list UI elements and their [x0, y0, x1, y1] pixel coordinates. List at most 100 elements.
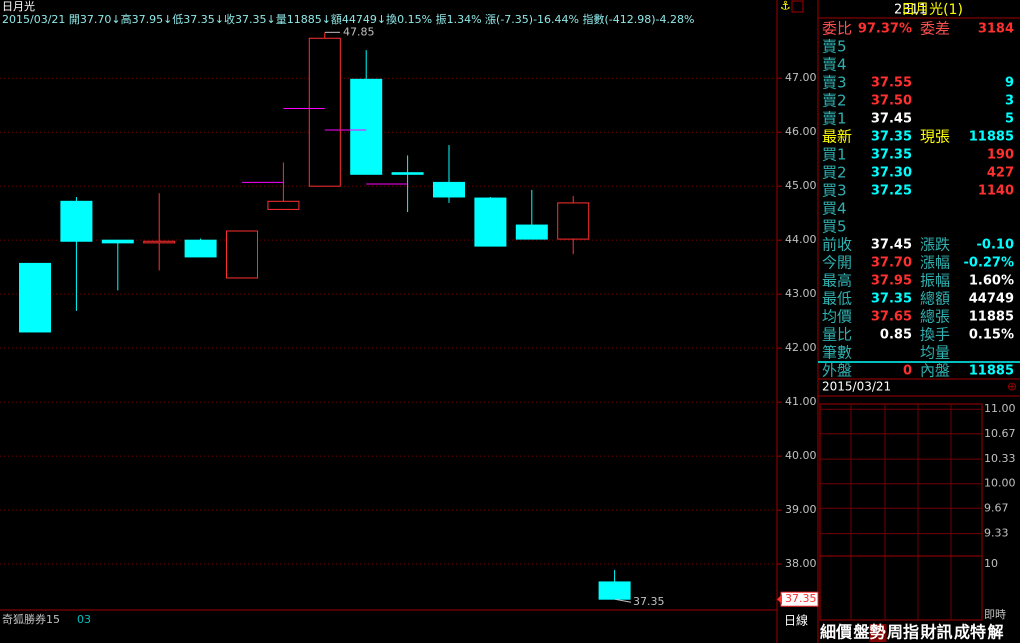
mini-tick-label: 9.67 [984, 501, 1009, 514]
low-label: 37.35 [633, 595, 665, 608]
row-value: 1140 [978, 184, 1014, 199]
row-label: 現張 [920, 128, 950, 146]
row-label: 賣5 [822, 38, 847, 56]
row-label: 賣4 [822, 56, 847, 74]
row-label: 賣1 [822, 110, 847, 128]
row-value: 5 [1005, 112, 1014, 127]
row-label: 總張 [920, 308, 950, 326]
window-button[interactable] [791, 0, 804, 13]
row-value: 37.35 [871, 148, 912, 163]
y-tick-label: 44.00 [785, 233, 817, 246]
mini-chart-frame [819, 403, 983, 621]
mini-tick-label: 10.33 [984, 452, 1016, 465]
tab[interactable]: 解 [988, 623, 1004, 642]
y-tick-label: 45.00 [785, 179, 817, 192]
row-label: 買5 [822, 218, 847, 236]
row-value: 9 [1005, 76, 1014, 91]
row-value: 11885 [969, 364, 1014, 379]
row-label: 買2 [822, 164, 847, 182]
row-label: 買1 [822, 146, 847, 164]
row-value: 11885 [969, 130, 1014, 145]
row-label: 筆數 [822, 344, 852, 362]
row-value: 37.55 [871, 76, 912, 91]
row-label: 外盤 [822, 362, 852, 380]
candle-body [350, 78, 383, 175]
row-value: 37.65 [871, 310, 912, 325]
row-label: 委差 [920, 20, 950, 38]
period-label[interactable]: 日線 [784, 613, 808, 628]
row-label: 前收 [822, 236, 852, 254]
row-value: 37.35 [871, 130, 912, 145]
panel-name: 日月光(1) [901, 2, 963, 18]
row-label: 振幅 [920, 272, 950, 290]
row-value: 37.30 [871, 166, 912, 181]
row-value: 3184 [978, 22, 1014, 37]
candle-body [267, 200, 300, 210]
candle-body [19, 262, 51, 333]
row-value: 3 [1005, 94, 1014, 109]
row-label: 量比 [822, 326, 852, 344]
mini-tick-label: 10.00 [984, 477, 1016, 490]
row-label: 均量 [920, 344, 950, 362]
panel-code: 2311 [894, 3, 927, 18]
tab[interactable]: 財訊 [921, 623, 953, 642]
mini-date: 2015/03/21 [822, 380, 891, 394]
row-label: 最高 [822, 272, 852, 290]
row-value: 44749 [969, 292, 1014, 307]
candle-body [308, 37, 341, 187]
quote-info: 2015/03/21 開37.70↓高37.95↓低37.35↓收37.35↓量… [2, 12, 694, 26]
row-value: 0 [903, 364, 912, 379]
candle-body [60, 200, 93, 242]
row-value: 37.70 [871, 256, 912, 271]
row-value: 11885 [969, 310, 1014, 325]
high-label: 47.85 [343, 25, 375, 38]
row-label: 最低 [822, 290, 852, 308]
row-label: 漲幅 [920, 254, 950, 272]
row-value: 427 [987, 166, 1014, 181]
mini-tick-label: 10.67 [984, 427, 1016, 440]
tab[interactable]: 周指 [887, 623, 919, 642]
candle-body [101, 239, 134, 244]
row-value: 37.95 [871, 274, 912, 289]
mini-mode[interactable]: 即時 [984, 608, 1006, 621]
y-tick-label: 43.00 [785, 287, 817, 300]
row-label: 總額 [920, 290, 950, 308]
month-label: 03 [77, 613, 91, 626]
tab[interactable]: 成特 [954, 623, 986, 642]
candle-body [474, 197, 507, 247]
candle-body [143, 240, 176, 244]
row-value: 97.37% [858, 22, 912, 37]
row-value: 190 [987, 148, 1014, 163]
row-label: 換手 [920, 326, 950, 344]
row-label: 漲跌 [920, 236, 950, 254]
mini-tick-label: 9.33 [984, 527, 1009, 540]
row-label: 買3 [822, 182, 847, 200]
row-label: 賣2 [822, 92, 847, 110]
y-tick-label: 42.00 [785, 341, 817, 354]
row-label: 均價 [822, 308, 852, 326]
crosshair-icon[interactable]: ⊕ [1007, 380, 1017, 394]
anchor-icon[interactable]: ⚓ [780, 0, 791, 13]
row-value: 0.15% [969, 328, 1014, 343]
row-value: -0.10 [977, 238, 1014, 253]
candle-body [391, 172, 424, 175]
candle-body [598, 581, 631, 600]
row-value: 37.45 [871, 238, 912, 253]
row-value: 37.50 [871, 94, 912, 109]
row-label: 委比 [822, 20, 852, 38]
last-price-arrow [777, 594, 782, 605]
candle-body [515, 224, 548, 240]
last-price-label: 37.35 [785, 592, 817, 605]
tab[interactable]: 盤勢 [854, 623, 886, 642]
row-value: 1.60% [969, 274, 1014, 289]
row-label: 買4 [822, 200, 847, 218]
stock-name: 日月光 [2, 0, 35, 13]
tab[interactable]: 細價 [820, 623, 853, 642]
indicator-label: 奇狐勝券15 [2, 612, 60, 626]
y-tick-label: 40.00 [785, 449, 817, 462]
mini-volume-tick: 10 [984, 557, 998, 570]
y-tick-label: 46.00 [785, 125, 817, 138]
